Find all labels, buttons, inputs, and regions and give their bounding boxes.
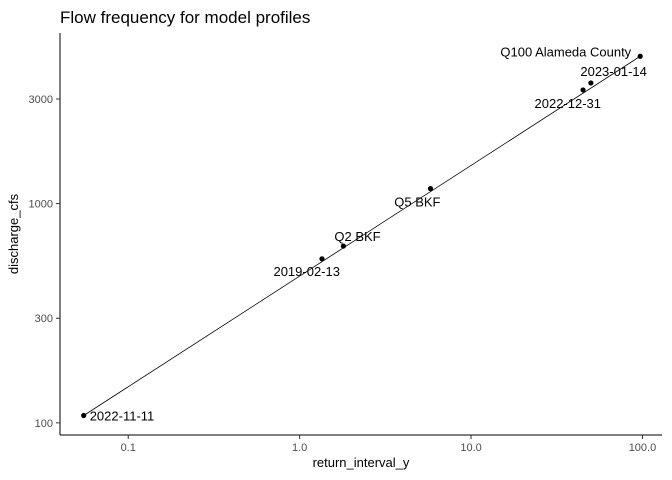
x-tick-label: 1.0 <box>292 442 307 454</box>
y-tick-label: 100 <box>35 418 53 430</box>
x-tick-label: 0.1 <box>121 442 136 454</box>
y-tick-label: 1000 <box>29 199 53 211</box>
point-labels: 2022-11-11 2019-02-13 Q2 BKF Q5 BKF 2022-12-… <box>90 44 647 423</box>
y-tick-label: 3000 <box>29 94 53 106</box>
trend-line <box>83 55 641 416</box>
data-point <box>319 256 325 262</box>
axes: 0.1 1.0 10.0 100.0 100 300 1000 3000 <box>29 33 662 454</box>
x-tick-label: 100.0 <box>629 442 657 454</box>
point-label: 2019-02-13 <box>273 264 340 279</box>
point-label: 2022-12-31 <box>535 96 602 111</box>
data-point <box>637 53 643 59</box>
data-point <box>427 186 434 192</box>
x-axis-title: return_interval_y <box>313 455 410 470</box>
point-label: 2022-11-11 <box>90 409 155 424</box>
point-label: Q100 Alameda County <box>500 44 631 59</box>
trend-line-group <box>83 55 641 416</box>
y-tick-label: 300 <box>35 313 53 325</box>
y-axis-title: discharge_cfs <box>6 193 21 274</box>
chart-title: Flow frequency for model profiles <box>60 8 310 27</box>
data-point <box>580 87 586 93</box>
point-label: Q2 BKF <box>334 229 380 244</box>
point-label: Q5 BKF <box>394 195 440 210</box>
data-points <box>81 53 643 419</box>
data-point <box>340 243 346 249</box>
data-point <box>588 80 594 86</box>
data-point <box>81 412 87 419</box>
x-tick-label: 10.0 <box>460 442 481 454</box>
point-label: 2023-01-14 <box>580 64 647 79</box>
